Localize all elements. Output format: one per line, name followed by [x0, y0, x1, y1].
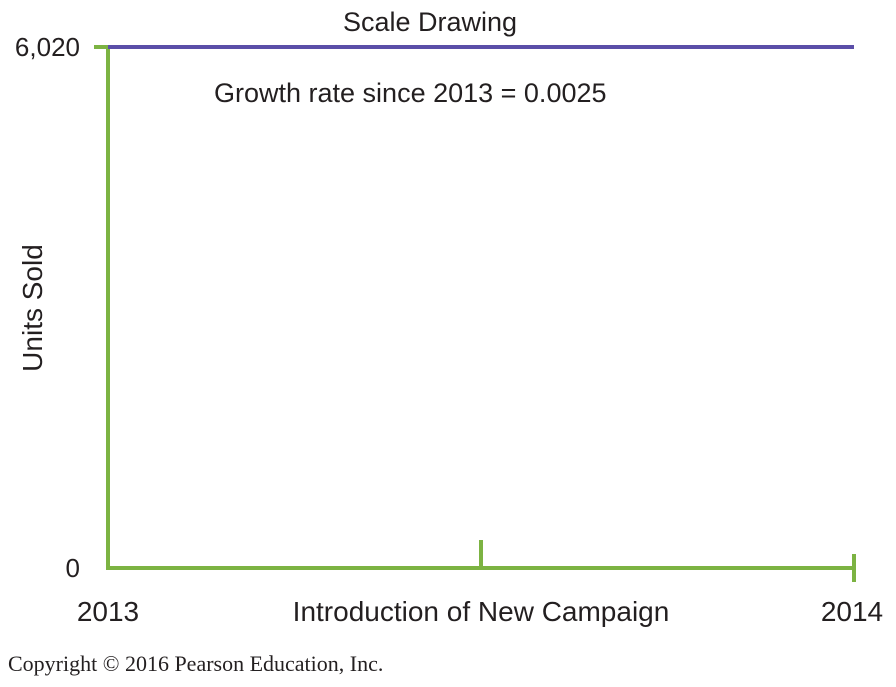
y-tick-label: 6,020: [15, 32, 80, 62]
chart-annotation: Growth rate since 2013 = 0.0025: [214, 78, 607, 108]
copyright-notice: Copyright © 2016 Pearson Education, Inc.: [8, 651, 383, 676]
x-tick-label: 2013: [77, 596, 139, 627]
y-tick-label: 0: [66, 553, 80, 583]
x-tick-label: Introduction of New Campaign: [293, 596, 670, 627]
chart-title: Scale Drawing: [343, 7, 517, 37]
y-axis-label: Units Sold: [17, 244, 48, 372]
x-tick-label: 2014: [821, 596, 883, 627]
